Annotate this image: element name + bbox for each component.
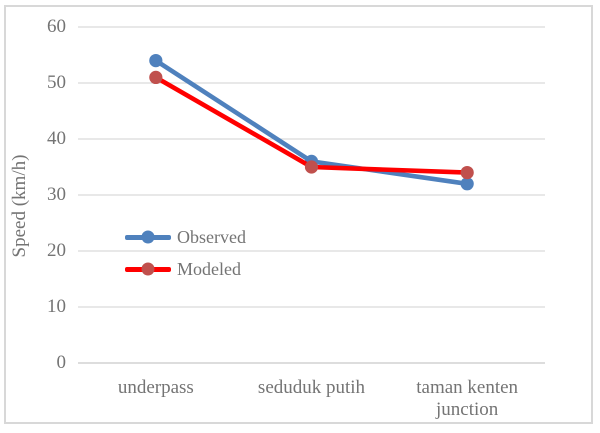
y-tick-label: 0 bbox=[56, 352, 67, 373]
legend-line-modeled-icon bbox=[125, 262, 171, 276]
legend-item-modeled: Modeled bbox=[125, 258, 246, 280]
chart-border bbox=[4, 5, 593, 424]
legend-label-observed: Observed bbox=[177, 226, 246, 247]
y-tick-label: 30 bbox=[47, 184, 66, 205]
y-tick-label: 20 bbox=[47, 240, 66, 261]
legend-marker-observed-icon bbox=[141, 230, 155, 244]
data-point-modeled-0 bbox=[149, 70, 163, 84]
data-point-observed-0 bbox=[149, 54, 163, 68]
legend-item-observed: Observed bbox=[125, 226, 246, 248]
y-tick-label: 50 bbox=[47, 72, 66, 93]
x-category-label-1: seduduk putih bbox=[257, 377, 366, 398]
x-category-label-0: underpass bbox=[117, 377, 194, 398]
legend: Observed Modeled bbox=[125, 226, 246, 280]
data-point-modeled-1 bbox=[304, 160, 319, 174]
legend-label-modeled: Modeled bbox=[177, 258, 241, 279]
x-category-label-2: taman kenten junction bbox=[416, 377, 519, 420]
y-tick-label: 40 bbox=[47, 128, 66, 149]
legend-marker-modeled-icon bbox=[141, 262, 155, 276]
y-tick-label: 10 bbox=[47, 296, 66, 317]
legend-line-observed-icon bbox=[125, 230, 171, 244]
data-point-modeled-2 bbox=[460, 166, 474, 180]
data-point-observed-2 bbox=[460, 177, 474, 191]
y-tick-label: 60 bbox=[47, 16, 66, 37]
